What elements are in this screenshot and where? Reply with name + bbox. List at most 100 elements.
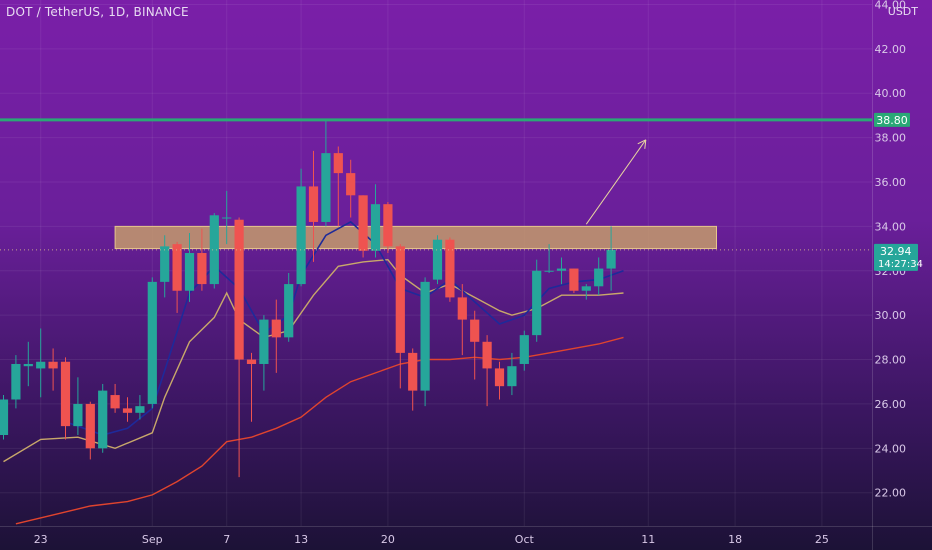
candle [606, 226, 616, 291]
candle-body [234, 219, 244, 360]
candle [246, 352, 257, 422]
candle-body [110, 395, 120, 409]
candle [321, 119, 331, 227]
candle [60, 357, 71, 440]
candle-body [470, 319, 480, 342]
candle-body [569, 268, 579, 291]
candle [346, 159, 356, 218]
candle-body [135, 406, 145, 413]
candle [135, 395, 145, 420]
candle-body [0, 399, 9, 436]
current-price-label: 32.94 [880, 245, 912, 258]
candle [581, 284, 591, 300]
candle-body [321, 153, 331, 222]
y-tick-label: 26.00 [875, 398, 907, 411]
candle-body [408, 352, 418, 391]
candle [594, 257, 604, 296]
y-tick-label: 36.00 [875, 176, 907, 189]
candle [234, 217, 244, 478]
x-tick-label: 7 [223, 533, 230, 546]
x-tick-label: 23 [34, 533, 48, 546]
candle-countdown: 14:27:34 [878, 259, 923, 270]
x-tick-label: 20 [381, 533, 395, 546]
candle [494, 361, 505, 400]
candle [48, 348, 58, 391]
ema-mid-line [3, 258, 624, 463]
candle-body [259, 319, 269, 364]
x-tick-label: 13 [294, 533, 308, 546]
candle-body [432, 239, 443, 280]
candle-body [494, 368, 505, 387]
y-tick-label: 44.00 [875, 0, 907, 11]
candle-body [296, 186, 306, 285]
candle [284, 272, 294, 342]
candle [184, 233, 195, 302]
candle [383, 201, 393, 254]
candle [457, 284, 467, 356]
candle [98, 383, 108, 453]
candle [519, 330, 529, 371]
candle [445, 237, 455, 302]
candle [308, 150, 319, 262]
candle [147, 277, 157, 409]
candle-body [519, 335, 529, 364]
candle [222, 190, 232, 245]
candles [0, 119, 616, 478]
candle-body [11, 363, 21, 400]
candle [73, 377, 83, 436]
candle-body [383, 204, 393, 247]
candle-body [358, 195, 368, 251]
candle-body [370, 204, 381, 251]
candle [23, 341, 33, 387]
candle [569, 268, 579, 293]
candle [36, 328, 46, 398]
candle-body [395, 246, 405, 353]
candle-body [160, 246, 170, 282]
candle-body [48, 361, 58, 369]
candle-body [147, 281, 157, 404]
candle [172, 241, 182, 313]
candle [395, 244, 405, 389]
candle-body [222, 217, 232, 219]
y-tick-label: 42.00 [875, 43, 907, 56]
candle-body [197, 253, 207, 285]
candle [259, 315, 269, 391]
candle-body [606, 249, 616, 269]
candle-body [172, 244, 182, 291]
candle [370, 184, 381, 258]
candle [408, 348, 418, 411]
candle [197, 228, 207, 291]
candle [333, 146, 343, 227]
candle [209, 213, 219, 289]
y-tick-label: 38.00 [875, 132, 907, 145]
candle [122, 397, 133, 422]
candle-body [209, 215, 219, 285]
candle-body [85, 403, 95, 449]
x-tick-label: Sep [142, 533, 163, 546]
candle-body [23, 363, 33, 367]
y-tick-label: 34.00 [875, 220, 907, 233]
candle-body [581, 286, 591, 291]
y-tick-label: 22.00 [875, 487, 907, 500]
x-tick-label: 11 [641, 533, 655, 546]
candle [420, 277, 430, 407]
current-price-tag [874, 243, 918, 271]
candle [11, 355, 21, 409]
candle-body [556, 268, 567, 271]
candle-body [98, 390, 108, 449]
candle [0, 395, 9, 440]
chart-title: DOT / TetherUS, 1D, BINANCE [6, 5, 189, 19]
candle-body [60, 361, 71, 427]
x-tick-label: 18 [728, 533, 742, 546]
y-tick-label: 28.00 [875, 354, 907, 367]
y-tick-label: 40.00 [875, 87, 907, 100]
candle-body [507, 366, 517, 387]
candle [507, 352, 517, 396]
candle-body [445, 239, 455, 298]
candle-body [122, 408, 133, 413]
resistance-price-tag [874, 112, 910, 127]
candle-body [184, 253, 195, 291]
candle [482, 335, 492, 407]
